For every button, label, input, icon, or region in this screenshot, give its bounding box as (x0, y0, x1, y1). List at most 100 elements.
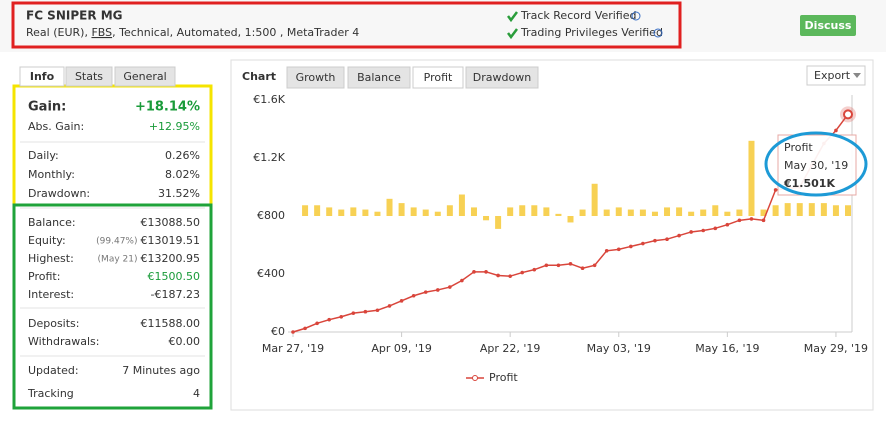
stat-value: 8.02% (165, 168, 200, 181)
bar (434, 211, 441, 216)
header-subtitle: Real (EUR), FBS, Technical, Automated, 1… (26, 26, 359, 39)
stat-label: Daily: (28, 149, 59, 162)
bar (712, 205, 719, 216)
stat-value: 0.26% (165, 149, 200, 162)
stat-value: 7 Minutes ago (122, 364, 200, 377)
chart-tab-label[interactable]: Profit (424, 71, 453, 84)
info-tab[interactable] (65, 66, 113, 87)
plot: €0 €400 €800 €1.2K €1.6K Mar 27, '19 Apr 09, '… (253, 93, 868, 384)
broker-link[interactable]: FBS (91, 26, 112, 39)
discuss-label[interactable]: Discuss (805, 19, 852, 32)
bar (531, 205, 538, 216)
chart-tab[interactable] (347, 66, 411, 89)
point (387, 304, 392, 308)
point (713, 226, 718, 231)
x-tick-label: May 16, '19 (695, 342, 759, 355)
point (291, 330, 295, 334)
bar (302, 205, 309, 216)
bar (845, 205, 851, 216)
bar (374, 211, 381, 216)
discuss-button[interactable] (800, 15, 856, 36)
point (641, 241, 645, 246)
point (761, 218, 766, 223)
stat-label: Interest: (28, 288, 74, 301)
point (725, 222, 730, 227)
point (580, 266, 585, 271)
stat-value: €13088.50 (141, 216, 201, 229)
bar (820, 203, 827, 216)
legend-label[interactable]: Profit (489, 371, 518, 384)
point (773, 188, 778, 192)
stat-label: Equity: (28, 234, 66, 247)
bar (639, 209, 646, 216)
stat-value: +12.95% (149, 120, 200, 133)
x-tick-label: May 03, '19 (587, 342, 651, 355)
stat-label: Drawdown: (28, 187, 90, 200)
export-button[interactable] (806, 65, 866, 86)
point (701, 228, 706, 233)
chart-tab-label[interactable]: Drawdown (473, 71, 531, 84)
subtitle-part: Real (EUR), (26, 26, 91, 39)
bar (748, 140, 755, 216)
point (532, 267, 537, 272)
bar (796, 203, 803, 216)
stat-value: €1500.50 (148, 270, 201, 283)
bar (495, 216, 502, 229)
gain-value: +18.14% (135, 100, 200, 115)
stat-value: 31.52% (158, 187, 200, 200)
help-icon[interactable] (631, 11, 641, 21)
chart-panel (230, 59, 874, 411)
bar (736, 209, 743, 216)
info-tab-label[interactable]: General (123, 70, 166, 83)
y-tick-label: €1.6K (253, 93, 285, 106)
info-tab[interactable] (19, 66, 65, 87)
chart-tab[interactable] (286, 66, 345, 89)
chart-tab[interactable] (412, 66, 464, 89)
y-tick-label: €1.2K (253, 151, 285, 164)
chart-tab-label[interactable]: Balance (357, 71, 401, 84)
stat-value: 4 (193, 387, 200, 400)
check-icon (507, 11, 518, 23)
stat-label: Deposits: (28, 317, 80, 330)
bar (603, 209, 610, 216)
bar (567, 216, 574, 223)
x-tick-label: Apr 22, '19 (480, 342, 541, 355)
point (544, 263, 549, 268)
chart-tab-label[interactable]: Growth (296, 71, 336, 84)
point (592, 263, 597, 268)
point (556, 263, 561, 268)
point (423, 290, 428, 294)
point (834, 128, 838, 133)
point (375, 308, 380, 313)
header-title: FC SNIPER MG (26, 9, 123, 23)
help-icon[interactable] (653, 28, 663, 38)
chart-tab[interactable] (465, 66, 539, 89)
point (315, 321, 319, 326)
point (629, 244, 633, 249)
subtitle-part: , Technical, Automated, 1:500 , MetaTrad… (112, 26, 359, 39)
info-tab-label[interactable]: Info (30, 70, 55, 83)
x-tick-label: Apr 09, '19 (371, 342, 432, 355)
stat-label: Balance: (28, 216, 76, 229)
point (460, 278, 464, 283)
dropdown-arrow[interactable] (853, 73, 861, 78)
stat-note: (May 21) (98, 255, 138, 265)
info-tab-label[interactable]: Stats (75, 70, 103, 83)
stat-value: €0.00 (169, 335, 201, 348)
export-label[interactable]: Export (814, 69, 851, 82)
info-tab[interactable] (114, 66, 176, 87)
header-bg (0, 0, 886, 52)
bar (507, 207, 514, 216)
tooltip-value: €1.501K (783, 177, 835, 190)
bar (591, 183, 598, 216)
bar (784, 203, 791, 216)
bar (446, 205, 453, 216)
point (351, 311, 356, 315)
bar (410, 207, 417, 216)
point (665, 237, 669, 241)
point (327, 317, 331, 322)
bar (700, 209, 707, 216)
bar (688, 211, 695, 216)
bar (386, 198, 393, 216)
stat-value: €11588.00 (141, 317, 201, 330)
